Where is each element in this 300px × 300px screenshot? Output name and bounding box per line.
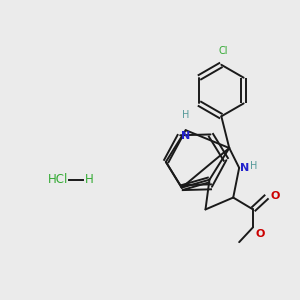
Text: HCl: HCl (48, 173, 68, 186)
Text: Cl: Cl (219, 46, 228, 56)
Text: N: N (181, 131, 190, 141)
Text: O: O (271, 190, 280, 201)
Text: H: H (182, 110, 189, 120)
Text: H: H (85, 173, 93, 186)
Text: O: O (255, 229, 264, 239)
Text: N: N (240, 163, 249, 173)
Text: H: H (250, 161, 257, 171)
